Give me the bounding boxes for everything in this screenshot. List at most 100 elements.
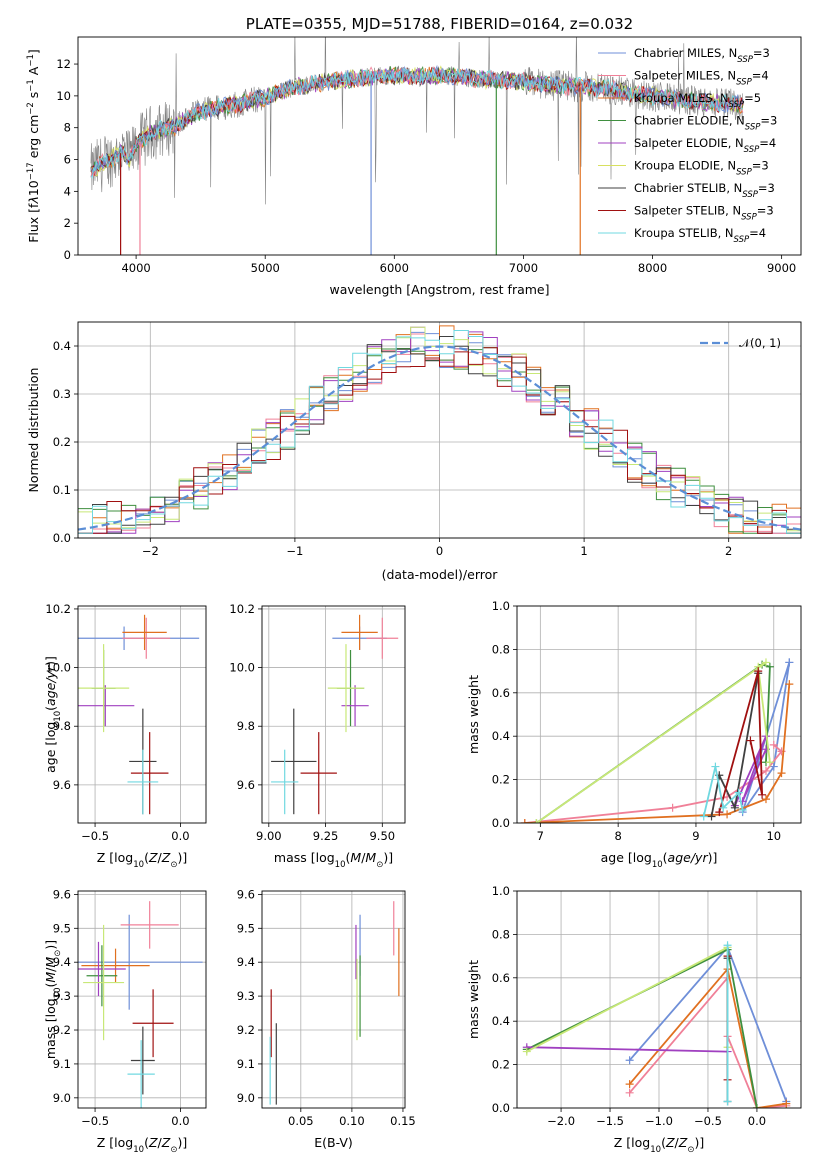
text-part: Z [log bbox=[97, 1135, 133, 1150]
legend-entry: Kroupa MILES, NSSP=5 bbox=[634, 91, 761, 110]
text-part: 0.05 bbox=[288, 1114, 314, 1128]
text-part: 9.6 bbox=[237, 778, 255, 792]
normal-reference-curve bbox=[78, 345, 801, 531]
text-part: =3 bbox=[757, 204, 774, 218]
x-tick-label: 10 bbox=[766, 829, 781, 843]
x-axis-label: age [log10(age/yr)] bbox=[601, 850, 718, 870]
axes-frame: PLATE=0355, MJD=51788, FIBERID=0164, z=0… bbox=[26, 15, 802, 297]
y-tick-label: 0.1 bbox=[53, 483, 71, 497]
age_vs_mass-axes: mass [log10(M/M⊙)]9.00 9.25 9.509.69.810.0… bbox=[229, 602, 406, 870]
x-tick-label: −0.5 bbox=[81, 829, 109, 843]
text-part: age [log bbox=[43, 722, 58, 773]
text-part: 9.6 bbox=[237, 887, 255, 901]
y-tick-label: 9.0 bbox=[237, 1091, 255, 1105]
text-part: Z bbox=[678, 1135, 688, 1150]
text-part: (data-model)/error bbox=[382, 567, 499, 582]
mass-weight-marker bbox=[719, 803, 728, 812]
text-part: −2 bbox=[26, 102, 36, 115]
y-tick-label: 9.0 bbox=[53, 1091, 71, 1105]
text-part: 9.1 bbox=[53, 1057, 71, 1071]
text-part: 9.4 bbox=[53, 955, 71, 969]
x-tick-label: 0.15 bbox=[390, 1114, 416, 1128]
mass-weight-marker bbox=[707, 812, 716, 821]
text-part: 9.3 bbox=[53, 989, 71, 1003]
text-part: =5 bbox=[744, 91, 761, 105]
mass-weight-marker bbox=[723, 810, 732, 819]
text-part: ( bbox=[346, 850, 351, 865]
text-part: / bbox=[158, 850, 163, 865]
text-part: 10 bbox=[652, 860, 663, 870]
text-part: 4000 bbox=[121, 261, 150, 275]
legend-entry: Kroupa ELODIE, NSSP=3 bbox=[634, 159, 769, 178]
chart-title: PLATE=0355, MJD=51788, FIBERID=0164, z=0… bbox=[246, 15, 633, 33]
text-part: 0.0 bbox=[171, 829, 189, 843]
text-part: wavelength [Angstrom, rest frame] bbox=[329, 282, 549, 297]
text-part: 6000 bbox=[380, 261, 409, 275]
text-part: ⊙ bbox=[376, 860, 383, 870]
text-part: ( bbox=[661, 1135, 666, 1150]
legend-entry: Salpeter MILES, NSSP=4 bbox=[634, 69, 769, 88]
text-part: mass [log bbox=[43, 998, 58, 1059]
text-part: −1 bbox=[286, 544, 303, 558]
plot-area bbox=[90, 37, 744, 255]
mass-weight-line-5 bbox=[535, 661, 771, 823]
mass-weight-marker bbox=[765, 758, 774, 767]
text-part: SSP bbox=[734, 235, 750, 245]
x-tick-label: 9.50 bbox=[369, 829, 395, 843]
mass-weight-line-1 bbox=[524, 744, 783, 823]
mass-weight-marker bbox=[785, 680, 794, 689]
text-part: 0.1 bbox=[53, 483, 71, 497]
mw_vs_Z-axes: Z [log10(Z/Z⊙)]mass weight−2.0 −1.5 −1.0 −0… bbox=[466, 884, 802, 1155]
text-part: 9.8 bbox=[237, 719, 255, 733]
text-part: 1 bbox=[580, 544, 587, 558]
x-tick-label: −2 bbox=[142, 544, 159, 558]
text-part: 6 bbox=[64, 153, 71, 167]
mass-weight-marker bbox=[532, 819, 541, 823]
y-axis-label: mass weight bbox=[466, 960, 481, 1039]
mass-weight-line-4 bbox=[734, 735, 767, 806]
y-tick-label: 0.2 bbox=[492, 773, 510, 787]
text-part: Chabrier ELODIE, N bbox=[634, 114, 745, 128]
text-part: 0.2 bbox=[53, 435, 71, 449]
residuals-axes: (data-model)/error Normed distribution −2 −… bbox=[26, 321, 802, 582]
mass-weight-line-5 bbox=[526, 945, 729, 1053]
y-tick-label: 0.4 bbox=[492, 1014, 510, 1028]
spectrum-axes: PLATE=0355, MJD=51788, FIBERID=0164, z=0… bbox=[26, 15, 802, 297]
text-part: 1.0 bbox=[492, 599, 510, 613]
x-tick-label: 7 bbox=[537, 829, 544, 843]
mass_vs_Z-axes: Z [log10(Z/Z⊙)]mass [log10(M/M⊙)]−0.5 0.0… bbox=[43, 887, 207, 1155]
axes-spine bbox=[516, 890, 802, 1109]
text-part: 10 bbox=[56, 89, 71, 103]
text-part: 9.5 bbox=[53, 921, 71, 935]
y-tick-label: 9.6 bbox=[237, 887, 255, 901]
mass-weight-marker bbox=[699, 812, 708, 821]
x-axis-label: mass [log10(M/M⊙)] bbox=[274, 850, 393, 870]
text-part: 0.0 bbox=[171, 1114, 189, 1128]
text-part: 𝒩(0, 1) bbox=[739, 336, 781, 350]
mass-weight-marker bbox=[625, 1080, 634, 1089]
mass-weight-marker bbox=[711, 762, 720, 771]
text-part: 0.2 bbox=[492, 1058, 510, 1072]
text-part: 10 bbox=[650, 1145, 661, 1155]
text-part: age [log bbox=[601, 850, 652, 865]
mass-weight-marker bbox=[777, 769, 786, 778]
x-tick-label: 5000 bbox=[251, 261, 280, 275]
y-tick-label: 4 bbox=[64, 184, 71, 198]
legend: 𝒩(0, 1) bbox=[700, 336, 781, 350]
x-tick-label: −2.0 bbox=[547, 1114, 575, 1128]
y-tick-label: 0.4 bbox=[492, 729, 510, 743]
mass-weight-marker bbox=[730, 803, 739, 812]
text-part: 10 bbox=[53, 987, 63, 998]
text-part: mass weight bbox=[466, 675, 481, 754]
text-part: 0.0 bbox=[492, 816, 510, 830]
axes-frame: E(B-V)0.05 0.10 0.15 9.0 9.1 9.2 9.3 9.4 9.5 9.6 bbox=[237, 887, 416, 1150]
legend-entry: Kroupa STELIB, NSSP=4 bbox=[634, 226, 766, 245]
legend-entry: Chabrier ELODIE, NSSP=3 bbox=[634, 114, 777, 133]
text-part: )] bbox=[708, 850, 718, 865]
text-part: ( bbox=[663, 850, 668, 865]
y-axis-label: Flux [fλ10−17 erg cm−2 s−1 A−1] bbox=[26, 49, 41, 243]
text-part: 10 bbox=[26, 180, 41, 196]
plot-area bbox=[78, 614, 200, 815]
text-part: )] bbox=[43, 940, 58, 950]
y-tick-label: 9.2 bbox=[53, 1023, 71, 1037]
